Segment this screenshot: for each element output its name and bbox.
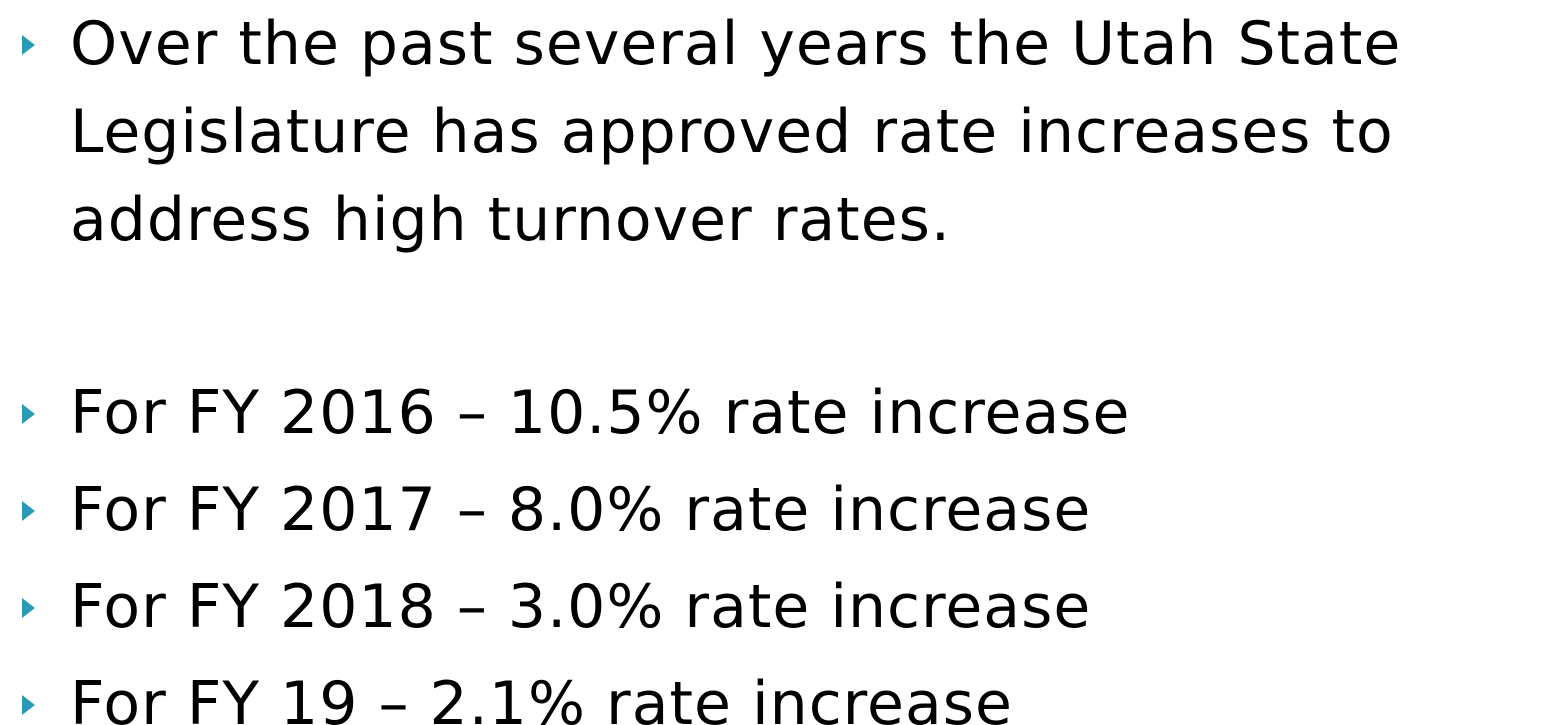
bullet-item: For FY 2016 – 10.5% rate increase xyxy=(0,369,1540,457)
bullet-text: Over the past several years the Utah Sta… xyxy=(70,9,1402,255)
bullet-item: For FY 19 – 2.1% rate increase xyxy=(0,660,1540,725)
bullet-arrow xyxy=(22,501,35,521)
bullet-arrow xyxy=(22,404,35,424)
bullet-text: For FY 2017 – 8.0% rate increase xyxy=(70,475,1092,545)
bullet-text: For FY 19 – 2.1% rate increase xyxy=(70,669,1013,725)
bullet-item: For FY 2017 – 8.0% rate increase xyxy=(0,466,1540,554)
bullet-arrow xyxy=(22,598,35,618)
bullet-arrow xyxy=(22,35,35,55)
bullet-item: Over the past several years the Utah Sta… xyxy=(0,0,1540,264)
bullet-item: For FY 2018 – 3.0% rate increase xyxy=(0,563,1540,651)
bullet-text: For FY 2018 – 3.0% rate increase xyxy=(70,572,1092,642)
bullet-arrow xyxy=(22,695,35,715)
bullet-text: For FY 2016 – 10.5% rate increase xyxy=(70,378,1131,448)
